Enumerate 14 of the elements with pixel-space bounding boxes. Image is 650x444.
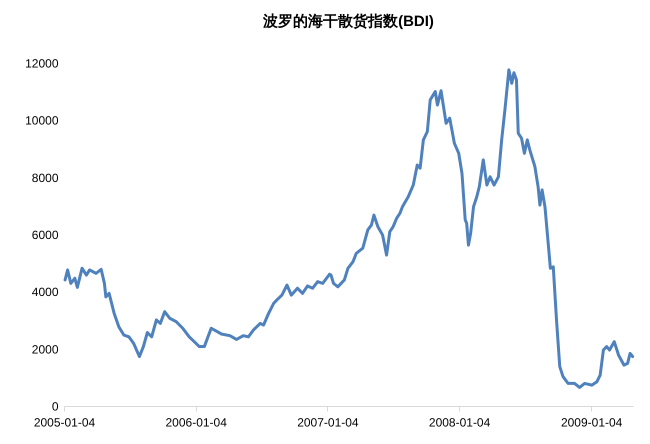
y-tick-label: 0: [52, 400, 59, 414]
x-tick-label: 2005-01-04: [34, 416, 96, 430]
y-tick-label: 6000: [32, 228, 59, 242]
y-tick-label: 8000: [32, 170, 59, 185]
x-tick-label: 2009-01-04: [560, 416, 623, 430]
chart-title: 波罗的海干散货指数(BDI): [262, 13, 434, 30]
y-tick-label: 10000: [25, 114, 59, 128]
y-tick-label: 2000: [32, 342, 59, 356]
y-tick-label: 4000: [32, 285, 59, 300]
x-tick-label: 2008-01-04: [428, 416, 491, 430]
x-tick-label: 2006-01-04: [166, 416, 228, 430]
line-series: [64, 68, 634, 389]
x-tick-label: 2007-01-04: [297, 416, 359, 430]
y-tick-label: 12000: [25, 56, 59, 70]
